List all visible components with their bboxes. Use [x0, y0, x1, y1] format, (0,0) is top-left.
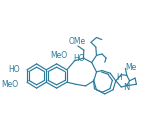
Text: Me: Me — [125, 63, 137, 72]
Text: MeO: MeO — [2, 80, 19, 89]
Text: HO: HO — [73, 54, 85, 63]
Text: HO: HO — [8, 65, 20, 74]
Text: H: H — [116, 73, 122, 82]
Text: MeO: MeO — [50, 51, 67, 60]
Text: N: N — [123, 83, 129, 92]
Text: OMe: OMe — [68, 37, 86, 46]
